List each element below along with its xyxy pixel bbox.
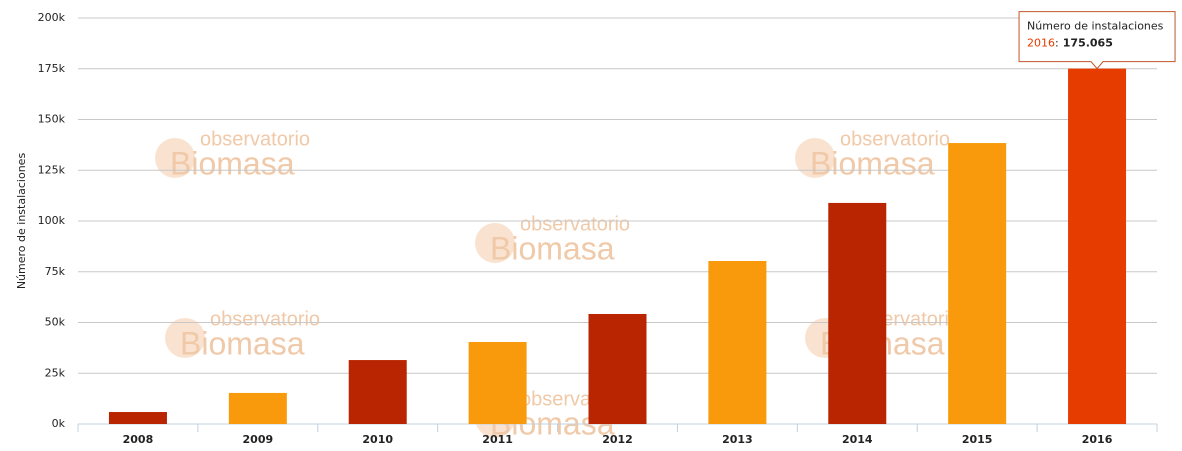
y-tick-label: 125k [38,163,66,176]
y-tick-label: 150k [38,113,66,126]
watermark-text: observatorio [200,128,310,150]
y-tick-label: 200k [38,11,66,24]
bar [708,260,767,424]
y-tick-label: 0k [52,417,66,430]
bar [588,313,647,424]
y-tick-label: 50k [45,316,66,329]
bar [468,341,527,424]
x-tick-label: 2009 [243,433,274,446]
watermark-text: Biomasa [170,145,295,181]
watermark-logo [165,318,205,358]
x-tick-label: 2011 [482,433,513,446]
watermark-text: Biomasa [810,145,935,181]
x-tick-label: 2010 [362,433,393,446]
y-tick-label: 25k [45,366,66,379]
bar [828,202,887,424]
watermark-text: observatorio [520,213,630,235]
bar [108,412,167,424]
y-tick-label: 75k [45,265,66,278]
y-tick-label: 100k [38,214,66,227]
watermark-text: Biomasa [490,230,615,266]
tooltip-number: 175.065 [1063,37,1113,50]
watermark-text: observatorio [840,128,950,150]
y-axis-title: Número de instalaciones [15,153,28,290]
y-tick-label: 175k [38,62,66,75]
bar [348,360,407,424]
watermark-text: Biomasa [180,325,305,361]
x-tick-label: 2013 [722,433,753,446]
x-tick-label: 2012 [602,433,633,446]
bar [948,143,1007,424]
x-tick-label: 2016 [1082,433,1113,446]
x-tick-label: 2014 [842,433,873,446]
tooltip-box [1018,11,1176,70]
x-tick-label: 2015 [962,433,993,446]
watermark-logo [155,138,195,178]
tooltip-separator: : [1055,37,1059,50]
tooltip-category: 2016 [1027,37,1055,50]
bar [1068,68,1127,425]
watermark-logo [795,138,835,178]
watermark-text: observatorio [210,308,320,330]
x-tick-label: 2008 [123,433,154,446]
bar [228,392,287,424]
tooltip: Número de instalaciones 2016: 175.065 [1018,11,1176,70]
tooltip-title: Número de instalaciones [1027,20,1164,33]
watermark-logo [475,223,515,263]
tooltip-value: 2016: 175.065 [1027,37,1113,50]
